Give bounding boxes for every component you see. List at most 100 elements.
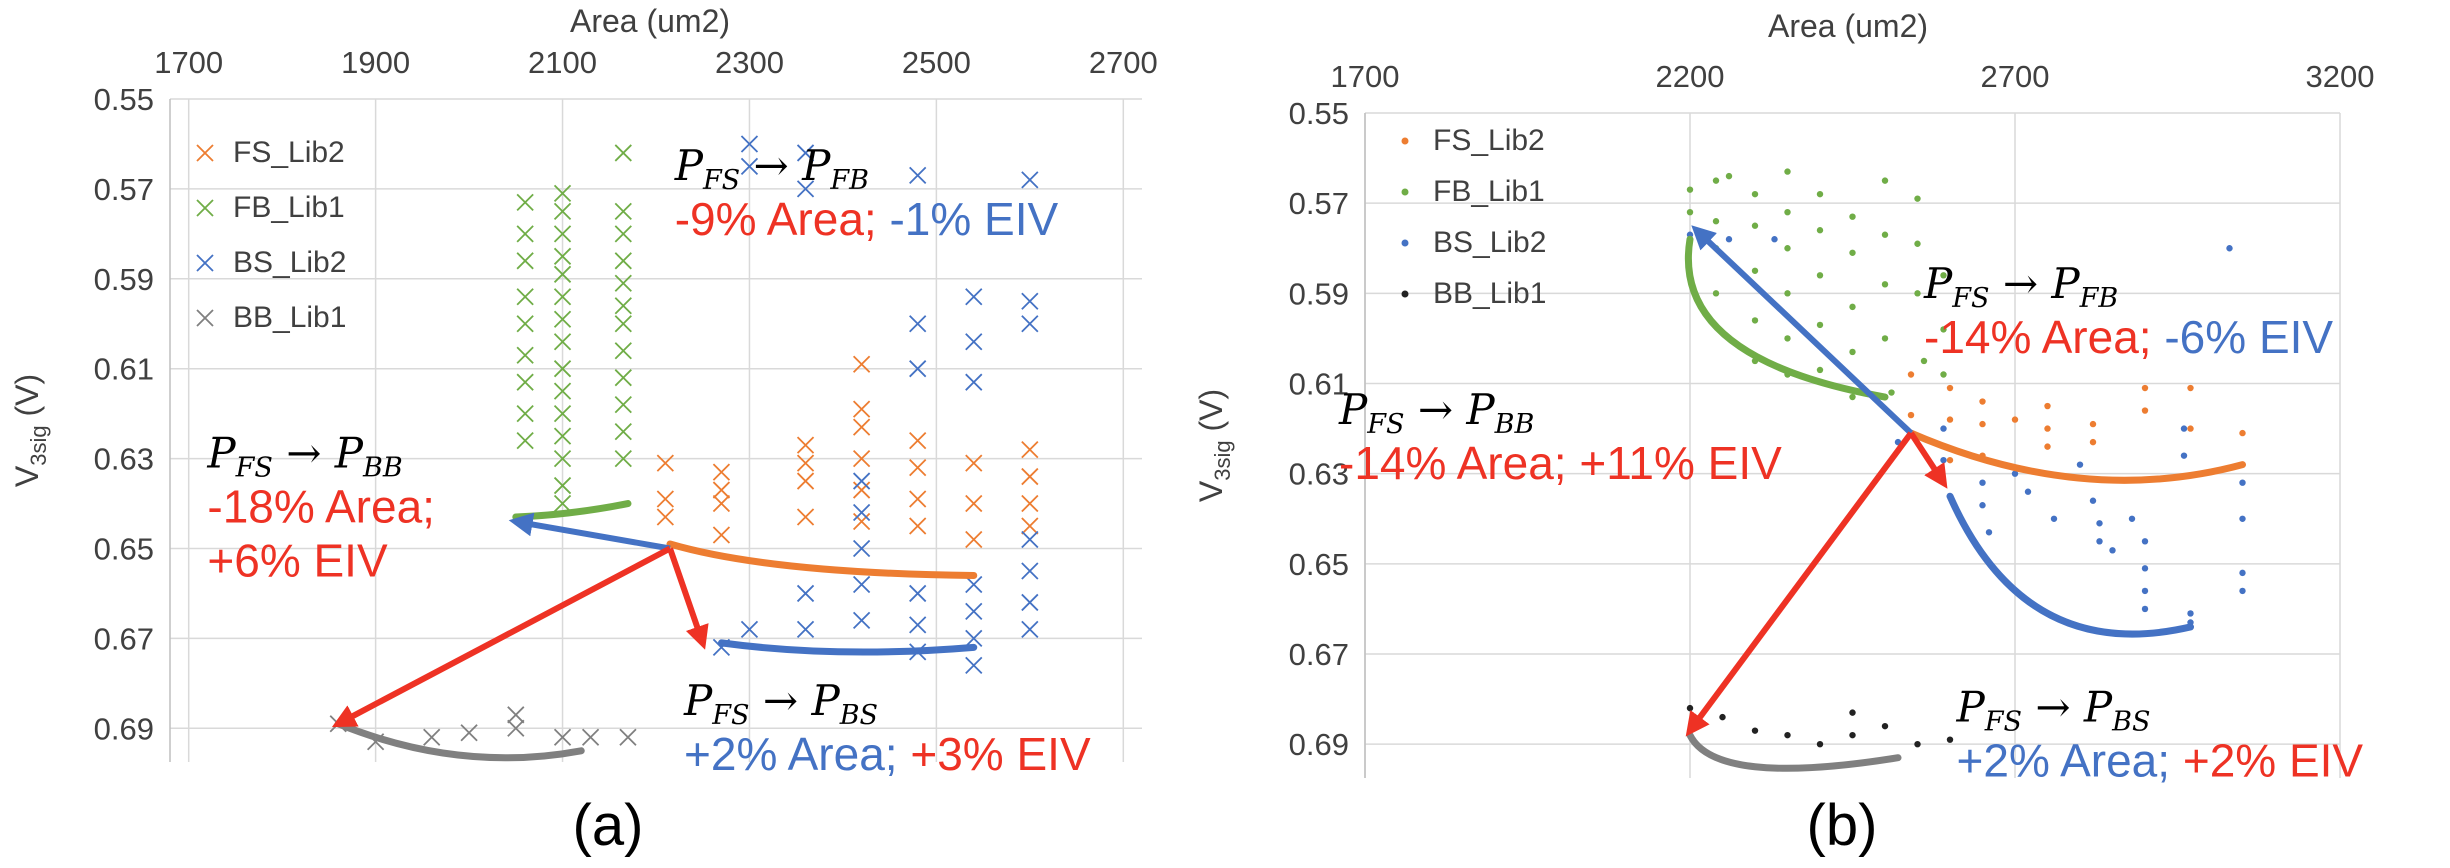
annotation-symbol: P xyxy=(674,141,704,190)
data-point xyxy=(796,180,815,198)
data-point xyxy=(516,315,534,333)
data-point xyxy=(553,405,572,423)
data-point xyxy=(614,342,632,360)
trend-curve-BB_Lib1 xyxy=(1686,731,1902,772)
data-point xyxy=(2187,384,2194,392)
y-tick-label: 0.67 xyxy=(94,621,154,656)
x-tick-label: 1700 xyxy=(154,45,223,80)
annotation-segment: +2% Area; xyxy=(1957,735,2171,787)
data-point xyxy=(1979,420,1986,428)
legend-marker xyxy=(1401,290,1409,298)
annotation-text: -14% Area; +11% EIV xyxy=(1339,437,1782,489)
data-point xyxy=(2024,488,2032,495)
data-point xyxy=(909,166,927,185)
annotation-subscript: BB xyxy=(362,453,403,484)
data-point xyxy=(553,265,572,283)
data-point xyxy=(1907,411,1915,419)
annotation-arrow-symbol: → xyxy=(273,429,335,478)
data-point xyxy=(1021,620,1039,639)
data-point xyxy=(619,728,637,746)
data-point xyxy=(1940,425,1947,432)
data-point xyxy=(553,247,572,265)
x-axis-title: Area (um2) xyxy=(570,3,730,39)
annotation-subscript: BS xyxy=(2111,707,2150,738)
x-tick-label: 2700 xyxy=(1089,45,1158,80)
annotation-symbol: P xyxy=(1465,385,1495,434)
annotation-text: -18% Area; xyxy=(207,481,435,533)
data-point xyxy=(1881,722,1889,730)
data-point xyxy=(1021,593,1039,612)
series-FS_Lib2 xyxy=(656,355,1039,549)
annotation-subscript: FS xyxy=(702,165,740,196)
legend-marker xyxy=(1401,188,1409,196)
annotation-segment: -18% Area; xyxy=(207,481,435,533)
series-FB_Lib1 xyxy=(1686,168,1947,401)
data-point xyxy=(1021,562,1039,580)
data-point xyxy=(553,202,572,221)
y-tick-label: 0.57 xyxy=(1289,186,1349,221)
data-point xyxy=(2141,384,2149,392)
data-point xyxy=(2141,605,2149,613)
data-point xyxy=(712,526,731,544)
data-point xyxy=(2239,569,2246,577)
legend-marker xyxy=(196,309,214,327)
data-point xyxy=(516,405,534,423)
data-point xyxy=(852,539,871,558)
data-point xyxy=(2239,479,2246,486)
annotation-subscript: BS xyxy=(839,700,878,731)
data-point xyxy=(2141,587,2149,595)
data-point xyxy=(1021,494,1039,513)
x-tick-label: 1900 xyxy=(341,45,410,80)
legend-label: FS_Lib2 xyxy=(233,136,345,169)
annotation-symbol: P xyxy=(2083,683,2113,732)
data-point xyxy=(553,476,572,495)
data-point xyxy=(614,315,632,333)
annotation-segment: -14% Area; +11% EIV xyxy=(1339,437,1782,489)
data-point xyxy=(516,373,534,391)
data-point xyxy=(1719,713,1726,721)
data-point xyxy=(1920,357,1928,365)
trend-curve-FB_Lib1 xyxy=(512,500,632,521)
data-point xyxy=(2239,587,2246,595)
data-point xyxy=(614,225,632,243)
data-point xyxy=(1021,530,1039,549)
annotation-segment: +3% EIV xyxy=(898,728,1091,780)
data-point xyxy=(553,360,572,378)
data-point xyxy=(614,252,632,270)
arrow xyxy=(1691,225,1914,436)
data-point xyxy=(1725,172,1733,180)
data-point xyxy=(2239,429,2246,437)
legend-label: FB_Lib1 xyxy=(1433,175,1545,208)
data-point xyxy=(516,346,534,364)
y-tick-label: 0.63 xyxy=(94,442,154,477)
y-tick-label: 0.67 xyxy=(1289,637,1349,672)
data-point xyxy=(852,472,871,490)
data-point xyxy=(1881,231,1889,238)
data-point xyxy=(965,454,983,472)
data-point xyxy=(1816,740,1824,748)
data-point xyxy=(2044,402,2051,410)
data-point xyxy=(2180,452,2188,459)
legend-marker xyxy=(196,199,214,217)
trend-curve-FB_Lib1 xyxy=(1685,235,1889,401)
data-point xyxy=(2076,461,2084,468)
data-point xyxy=(553,310,572,328)
data-point xyxy=(2050,515,2058,522)
annotation-segment: +2% Area; xyxy=(684,728,898,780)
data-point xyxy=(1907,371,1915,378)
data-point xyxy=(852,503,871,522)
y-axis-title-subscript: 3sig xyxy=(1210,440,1235,480)
trend-curve-FS_Lib2 xyxy=(1907,429,2246,484)
data-point xyxy=(553,427,572,445)
data-point xyxy=(1849,348,1856,356)
data-point xyxy=(1979,502,1986,509)
data-point xyxy=(1849,731,1856,739)
data-point xyxy=(852,400,871,418)
legend-label: BB_Lib1 xyxy=(233,301,346,334)
data-point xyxy=(965,333,983,351)
annotation-symbol: P xyxy=(1338,385,1368,434)
annotation-subscript: FS xyxy=(1951,283,1989,314)
data-point xyxy=(516,193,534,212)
legend-marker xyxy=(1401,137,1409,145)
data-point xyxy=(1881,281,1889,288)
